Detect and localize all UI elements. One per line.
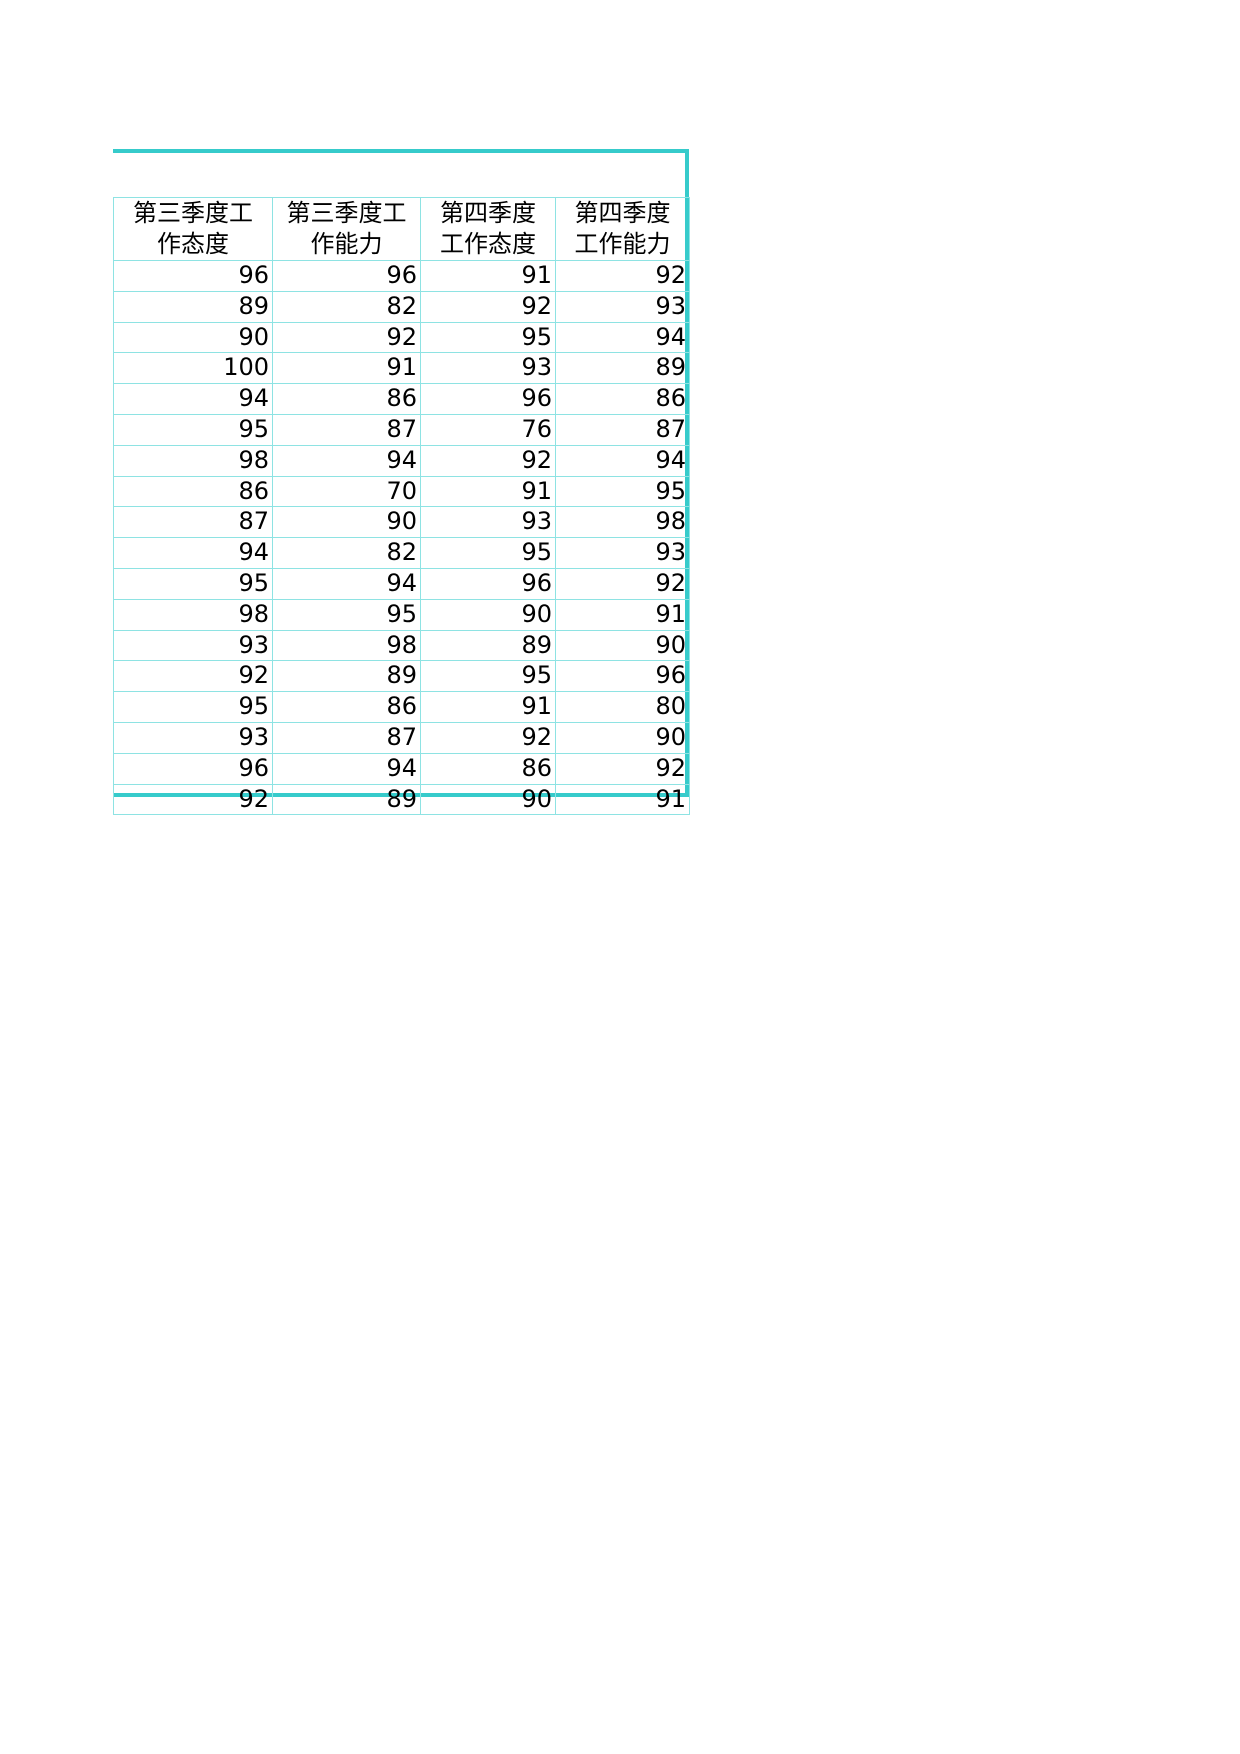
table-row: 100 91 93 89 <box>113 352 690 385</box>
table-cell[interactable]: 94 <box>555 444 690 477</box>
table-cell[interactable]: 80 <box>555 691 690 723</box>
table-cell[interactable]: 90 <box>272 506 421 539</box>
table-cell[interactable]: 94 <box>272 567 421 600</box>
table-row: 95 94 96 92 <box>113 567 690 600</box>
table-cell[interactable]: 92 <box>272 321 421 354</box>
table-cell[interactable]: 96 <box>272 260 421 292</box>
table-cell[interactable]: 92 <box>420 721 556 754</box>
table-cell[interactable]: 96 <box>113 752 273 785</box>
table-cell[interactable]: 95 <box>420 321 556 354</box>
table-cell[interactable]: 98 <box>272 629 421 662</box>
score-table: 第三季度工 作态度 第三季度工 作能力 第四季度 工作态度 第四季度 工作能力 96 96 91 9… <box>113 197 690 816</box>
table-row: 94 82 95 93 <box>113 537 690 569</box>
table-cell[interactable]: 86 <box>272 691 421 723</box>
table-cell[interactable]: 87 <box>272 721 421 754</box>
table-cell[interactable]: 91 <box>555 783 690 816</box>
table-cell[interactable]: 93 <box>113 629 273 662</box>
table-cell[interactable]: 94 <box>113 383 273 415</box>
table-cell[interactable]: 91 <box>272 352 421 385</box>
table-cell[interactable]: 91 <box>420 691 556 723</box>
table-cell[interactable]: 98 <box>113 598 273 631</box>
table-cell[interactable]: 89 <box>113 290 273 323</box>
table-row: 98 95 90 91 <box>113 598 690 631</box>
table-cell[interactable]: 89 <box>420 629 556 662</box>
table-cell[interactable]: 90 <box>420 598 556 631</box>
table-cell[interactable]: 95 <box>272 598 421 631</box>
table-cell[interactable]: 89 <box>272 660 421 693</box>
column-header[interactable]: 第三季度工 作态度 <box>113 197 273 261</box>
table-cell[interactable]: 94 <box>272 444 421 477</box>
table-cell[interactable]: 76 <box>420 413 556 446</box>
table-cell[interactable]: 82 <box>272 537 421 569</box>
table-cell[interactable]: 92 <box>113 660 273 693</box>
header-row: 第三季度工 作态度 第三季度工 作能力 第四季度 工作态度 第四季度 工作能力 <box>113 197 690 261</box>
table-cell[interactable]: 86 <box>272 383 421 415</box>
table-cell[interactable]: 98 <box>555 506 690 539</box>
table-row: 96 96 91 92 <box>113 260 690 292</box>
table-cell[interactable]: 90 <box>420 783 556 816</box>
table-cell[interactable]: 93 <box>555 290 690 323</box>
column-header[interactable]: 第四季度 工作能力 <box>555 197 690 261</box>
column-header[interactable]: 第四季度 工作态度 <box>420 197 556 261</box>
table-cell[interactable]: 90 <box>555 629 690 662</box>
table-cell[interactable]: 91 <box>420 475 556 508</box>
table-cell[interactable]: 89 <box>555 352 690 385</box>
table-row: 95 87 76 87 <box>113 413 690 446</box>
table-row: 94 86 96 86 <box>113 383 690 415</box>
table-cell[interactable]: 93 <box>420 352 556 385</box>
table-cell[interactable]: 95 <box>113 567 273 600</box>
table-row: 92 89 95 96 <box>113 660 690 693</box>
table-cell[interactable]: 96 <box>555 660 690 693</box>
table-cell[interactable]: 92 <box>113 783 273 816</box>
table-row: 92 89 90 91 <box>113 783 690 816</box>
table-row: 89 82 92 93 <box>113 290 690 323</box>
table-cell[interactable]: 95 <box>555 475 690 508</box>
table-row: 87 90 93 98 <box>113 506 690 539</box>
table-cell[interactable]: 95 <box>113 691 273 723</box>
table-cell[interactable]: 87 <box>555 413 690 446</box>
column-header[interactable]: 第三季度工 作能力 <box>272 197 421 261</box>
table-cell[interactable]: 95 <box>113 413 273 446</box>
table-cell[interactable]: 96 <box>420 567 556 600</box>
table-cell[interactable]: 95 <box>420 660 556 693</box>
table-cell[interactable]: 92 <box>420 290 556 323</box>
table-cell[interactable]: 92 <box>420 444 556 477</box>
table-cell[interactable]: 70 <box>272 475 421 508</box>
table-cell[interactable]: 90 <box>555 721 690 754</box>
table-row: 86 70 91 95 <box>113 475 690 508</box>
table-cell[interactable]: 96 <box>113 260 273 292</box>
table-cell[interactable]: 87 <box>272 413 421 446</box>
table-cell[interactable]: 91 <box>420 260 556 292</box>
table-cell[interactable]: 98 <box>113 444 273 477</box>
table-row: 98 94 92 94 <box>113 444 690 477</box>
table-cell[interactable]: 92 <box>555 752 690 785</box>
table-cell[interactable]: 100 <box>113 352 273 385</box>
table-cell[interactable]: 89 <box>272 783 421 816</box>
table-cell[interactable]: 86 <box>113 475 273 508</box>
table-cell[interactable]: 94 <box>555 321 690 354</box>
table-cell[interactable]: 87 <box>113 506 273 539</box>
table-cell[interactable]: 82 <box>272 290 421 323</box>
table-cell[interactable]: 93 <box>420 506 556 539</box>
table-cell[interactable]: 86 <box>420 752 556 785</box>
table-row: 96 94 86 92 <box>113 752 690 785</box>
table-row: 93 87 92 90 <box>113 721 690 754</box>
table-cell[interactable]: 90 <box>113 321 273 354</box>
table-row: 93 98 89 90 <box>113 629 690 662</box>
table-cell[interactable]: 93 <box>555 537 690 569</box>
table-cell[interactable]: 93 <box>113 721 273 754</box>
table-row: 90 92 95 94 <box>113 321 690 354</box>
table-cell[interactable]: 96 <box>420 383 556 415</box>
table-row: 95 86 91 80 <box>113 691 690 723</box>
table-cell[interactable]: 94 <box>113 537 273 569</box>
table-cell[interactable]: 91 <box>555 598 690 631</box>
table-cell[interactable]: 92 <box>555 567 690 600</box>
table-cell[interactable]: 95 <box>420 537 556 569</box>
table-cell[interactable]: 92 <box>555 260 690 292</box>
table-cell[interactable]: 86 <box>555 383 690 415</box>
table-cell[interactable]: 94 <box>272 752 421 785</box>
